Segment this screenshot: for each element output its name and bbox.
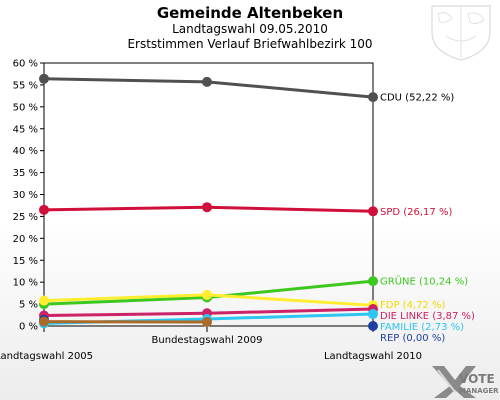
series-line-segment [42, 311, 209, 317]
y-tick-label: 15 % [13, 256, 38, 267]
data-point [368, 309, 378, 320]
series-end-label: CDU (52,22 %) [380, 93, 454, 104]
series-fdp [39, 289, 378, 311]
y-tick-label: 40 % [13, 146, 38, 157]
series-line-segment [205, 205, 375, 213]
vote-manager-logo: VOTE MANAGER [432, 366, 499, 398]
data-point [368, 276, 378, 287]
series-sonstige [39, 316, 212, 328]
data-point [39, 295, 49, 306]
end-labels: CDU (52,22 %) SPD (26,17 %) GRÜNE (10,24 %… [380, 93, 475, 344]
series-end-label: GRÜNE (10,24 %) [380, 275, 468, 288]
data-point [202, 289, 212, 300]
data-point [39, 73, 49, 84]
y-tick-label: 50 % [13, 102, 38, 113]
data-point [202, 202, 212, 213]
logo-vote-text: VOTE [459, 372, 495, 386]
series-line-segment [42, 205, 209, 212]
series-end-label: FAMILIE (2,73 %) [380, 322, 464, 333]
chart-subtitle-detail: Erststimmen Verlauf Briefwahlbezirk 100 [127, 37, 372, 51]
logo-manager-text: MANAGER [459, 387, 499, 395]
y-tick-label: 20 % [13, 234, 38, 245]
y-tick-label: 30 % [13, 190, 38, 201]
chart-subtitle-election: Landtagswahl 09.05.2010 [172, 22, 328, 36]
data-point [368, 92, 378, 103]
data-point [368, 206, 378, 217]
series-spd [39, 202, 378, 217]
series-cdu [39, 73, 378, 103]
coat-of-arms-icon [431, 5, 491, 61]
series-line-segment [42, 293, 209, 303]
series-line-segment [205, 307, 375, 315]
data-point [202, 317, 212, 328]
data-point [202, 76, 212, 87]
x-tick-label: Bundestagswahl 2009 [152, 335, 263, 346]
series-line-segment [42, 296, 209, 306]
series-layer [39, 73, 378, 331]
y-tick-label: 0 % [19, 322, 38, 333]
series-line-segment [205, 80, 375, 99]
y-tick-label: 60 % [13, 59, 38, 70]
series-end-label: REP (0,00 %) [380, 333, 445, 344]
y-tick-label: 45 % [13, 124, 38, 135]
y-tick-label: 55 % [13, 80, 38, 91]
y-tick-label: 25 % [13, 212, 38, 223]
x-tick-label: Landtagswahl 2005 [0, 351, 93, 362]
series-end-label: SPD (26,17 %) [380, 207, 452, 218]
series-line-segment [42, 77, 209, 84]
y-tick-label: 5 % [19, 300, 38, 311]
y-tick-label: 35 % [13, 168, 38, 179]
x-tick-label: Landtagswahl 2010 [324, 351, 422, 362]
series-line-segment [205, 293, 375, 307]
series-end-label: FDP (4,72 %) [380, 300, 446, 311]
series-line-segment [205, 312, 375, 321]
data-point [39, 316, 49, 327]
series-line-segment [205, 279, 375, 300]
series-end-label: DIE LINKE (3,87 %) [380, 311, 475, 322]
data-point [368, 321, 378, 331]
chart-title: Gemeinde Altenbeken [157, 4, 343, 22]
data-point [39, 204, 49, 215]
y-tick-label: 10 % [13, 278, 38, 289]
x-mark-icon [432, 366, 476, 398]
